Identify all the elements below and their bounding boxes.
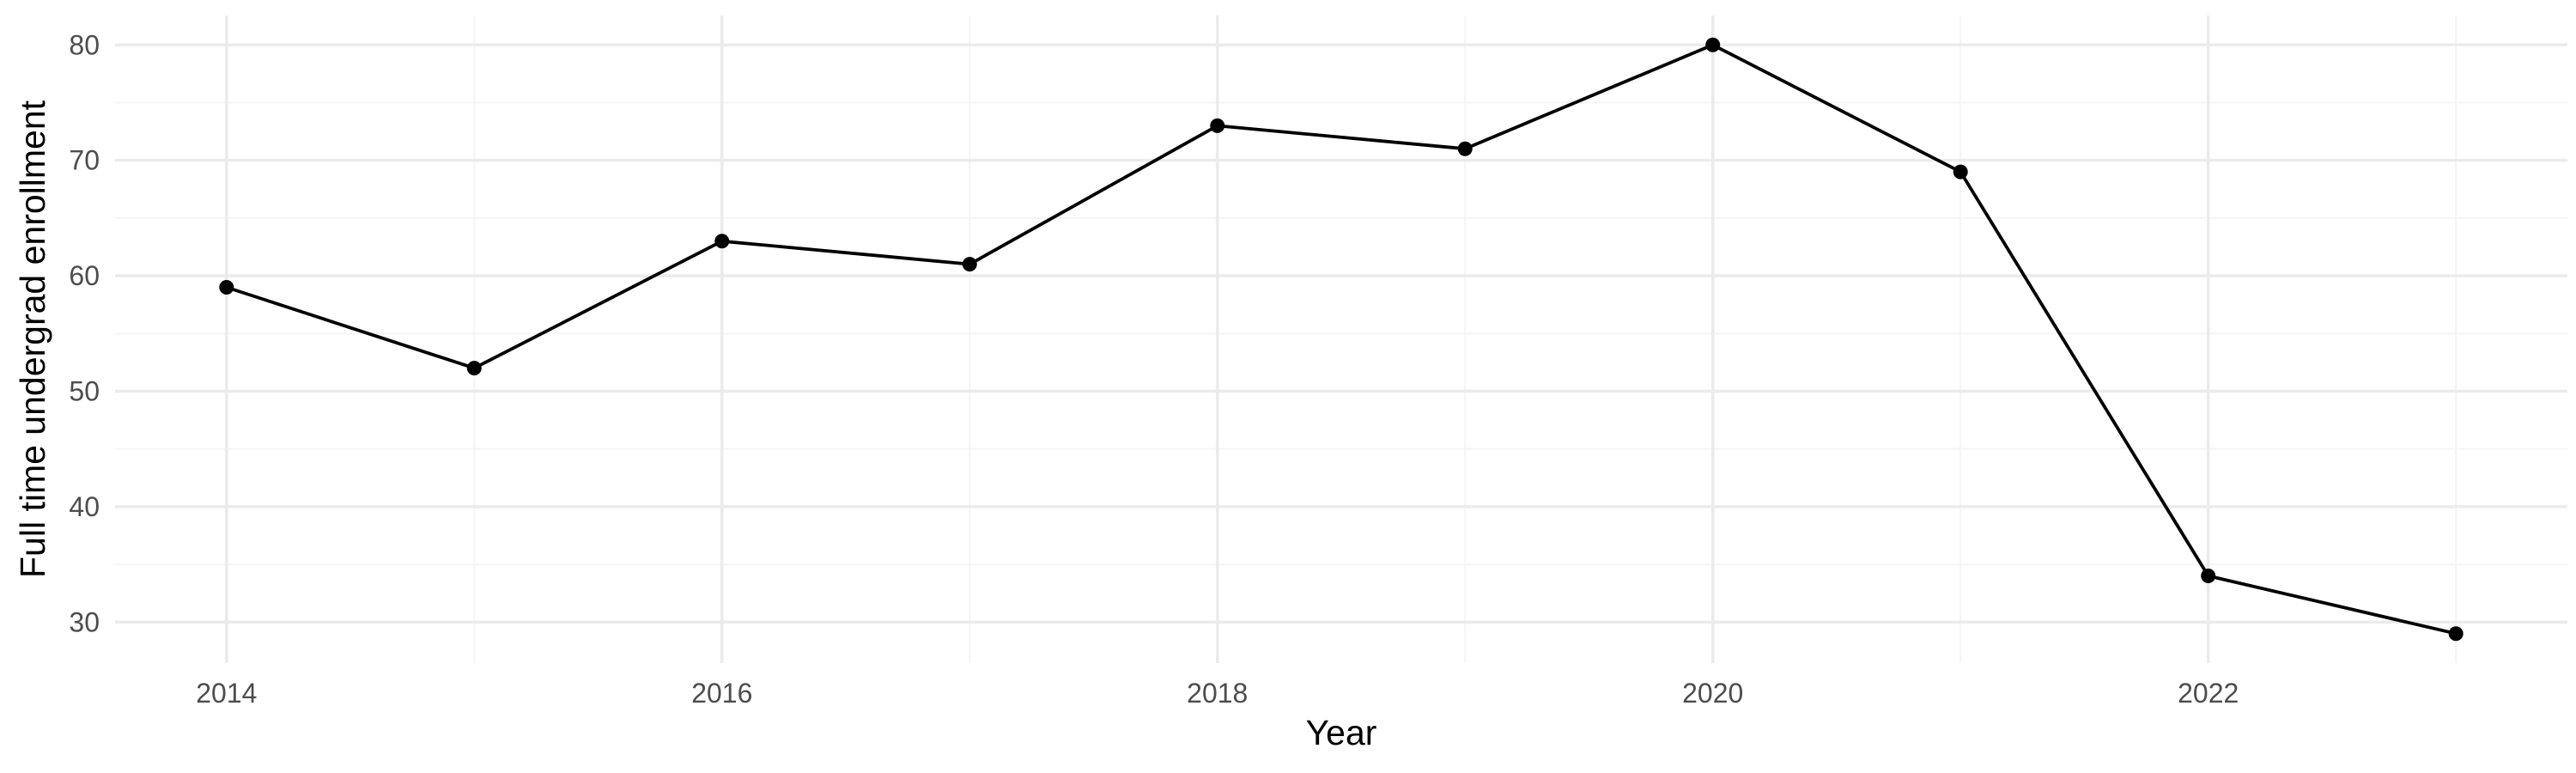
- x-axis-ticks: 2014 2016 2018 2020 2022: [196, 678, 2239, 709]
- data-point: [962, 257, 977, 272]
- x-tick-label: 2022: [2178, 678, 2239, 709]
- data-point: [219, 280, 234, 295]
- data-point: [1457, 141, 1473, 156]
- y-tick-label: 80: [69, 29, 100, 60]
- data-point: [1953, 164, 1968, 180]
- x-tick-label: 2020: [1682, 678, 1743, 709]
- y-tick-label: 60: [69, 260, 100, 291]
- data-point: [1210, 118, 1225, 133]
- data-point: [1705, 37, 1721, 52]
- series-line: [224, 43, 2458, 636]
- major-gridlines: [115, 15, 2567, 663]
- y-axis-ticks: 30 40 50 60 70 80: [69, 29, 100, 637]
- data-point: [714, 234, 730, 249]
- x-tick-label: 2018: [1187, 678, 1248, 709]
- data-point: [466, 361, 482, 376]
- data-point: [2201, 569, 2216, 584]
- minor-gridlines: [115, 15, 2567, 663]
- x-axis-title: Year: [1306, 713, 1377, 752]
- y-tick-label: 70: [69, 145, 100, 176]
- y-tick-label: 30: [69, 606, 100, 637]
- data-point: [2448, 626, 2464, 642]
- y-tick-label: 40: [69, 491, 100, 522]
- data-series: [219, 37, 2464, 642]
- x-tick-label: 2016: [691, 678, 752, 709]
- y-axis-title: Full time undergrad enrollment: [13, 100, 52, 578]
- x-tick-label: 2014: [196, 678, 257, 709]
- y-tick-label: 50: [69, 375, 100, 406]
